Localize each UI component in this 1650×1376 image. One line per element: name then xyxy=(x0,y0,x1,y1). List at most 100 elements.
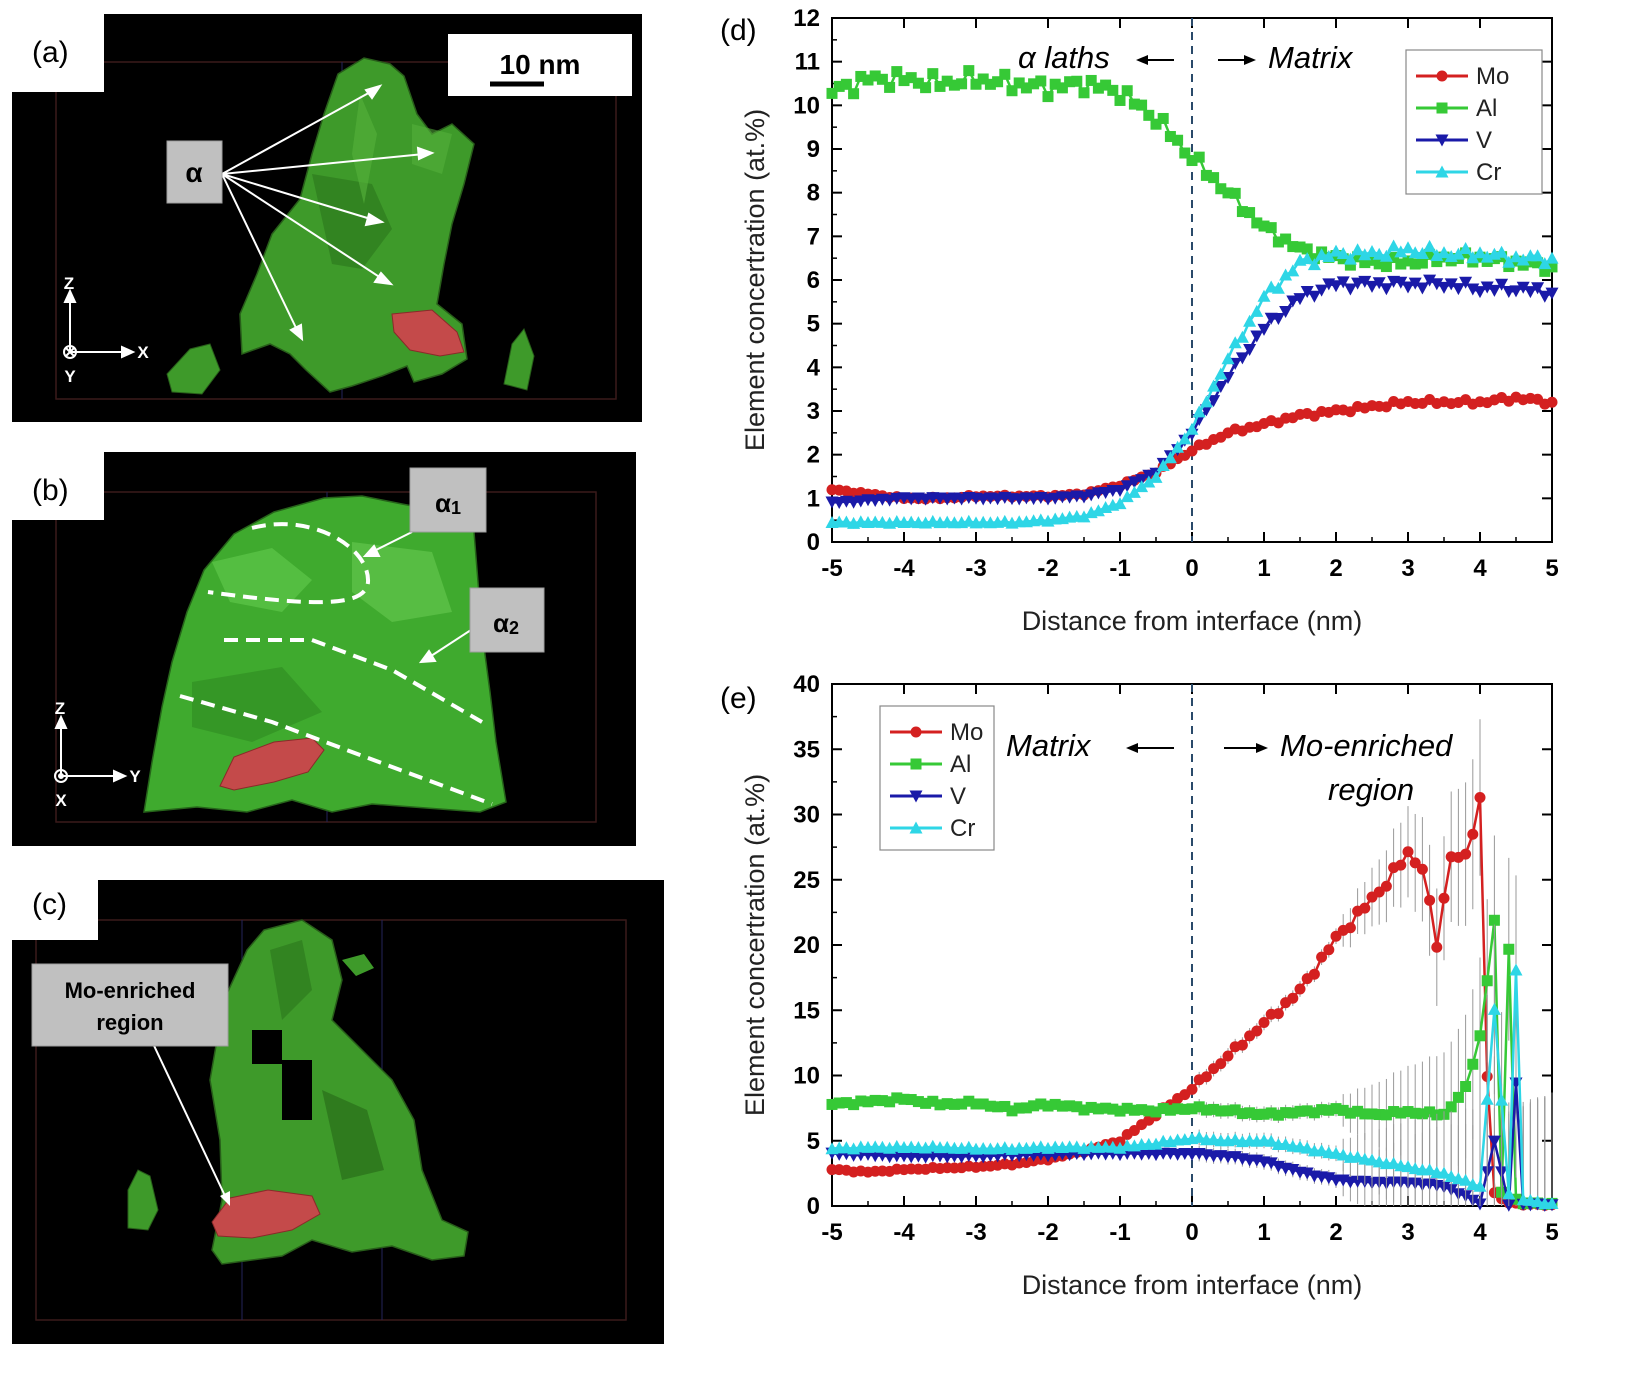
data-point-al xyxy=(1035,1098,1047,1110)
data-point-al xyxy=(1380,1109,1392,1121)
data-point-v xyxy=(1207,395,1221,408)
data-point-cr xyxy=(1207,379,1221,392)
data-point-mo xyxy=(1316,951,1328,963)
data-point-cr xyxy=(1178,432,1192,445)
x-tick-label: 1 xyxy=(1257,555,1270,582)
data-point-mo xyxy=(1416,863,1428,875)
x-tick-label: -3 xyxy=(965,1219,986,1246)
data-point-v xyxy=(1264,1157,1278,1170)
data-point-cr xyxy=(1142,475,1156,488)
data-point-cr xyxy=(1307,258,1321,271)
data-point-mo xyxy=(1186,1083,1198,1095)
data-point-cr xyxy=(1250,304,1264,317)
data-point-al xyxy=(1028,78,1040,90)
data-point-al xyxy=(1107,84,1119,96)
legend-box xyxy=(879,705,995,851)
axes-triad-b xyxy=(54,714,128,783)
data-point-v xyxy=(1336,276,1350,289)
data-point-al xyxy=(1215,183,1227,195)
data-point-v xyxy=(1538,290,1552,303)
data-point-al xyxy=(1251,1108,1263,1120)
data-point-al xyxy=(1013,1102,1025,1114)
axis-y-label-a: Y xyxy=(64,367,76,386)
data-point-mo xyxy=(1200,1071,1212,1083)
mo-region-a xyxy=(391,309,465,357)
data-point-al xyxy=(1157,112,1169,124)
data-point-v xyxy=(1113,485,1127,498)
data-point-cr xyxy=(1257,289,1271,302)
matrix-note-d: Matrix xyxy=(1268,40,1354,75)
data-point-al xyxy=(1107,1103,1119,1115)
data-point-al xyxy=(1150,1106,1162,1118)
data-point-mo xyxy=(1546,396,1558,408)
right-arrowhead-d xyxy=(1244,55,1256,65)
data-point-al xyxy=(848,1099,860,1111)
data-point-al xyxy=(1287,1107,1299,1119)
data-point-al xyxy=(848,88,860,100)
legend-label-v: V xyxy=(1476,127,1492,154)
data-point-cr xyxy=(1509,963,1523,976)
panel-b-image: α1 α2 Z Y X xyxy=(12,452,636,846)
data-point-al xyxy=(1258,220,1270,232)
data-point-cr xyxy=(1351,1150,1365,1163)
panel-c-image: Mo-enriched region xyxy=(12,880,664,1344)
data-point-al xyxy=(891,66,903,78)
x-tick-label: 0 xyxy=(1185,1219,1198,1246)
alpha2-callout: α2 xyxy=(493,608,519,638)
data-point-al xyxy=(956,78,968,90)
left-arrowhead-e xyxy=(1126,743,1138,753)
data-point-v xyxy=(1358,275,1372,288)
data-point-al xyxy=(1172,134,1184,146)
x-tick-label: 5 xyxy=(1545,555,1558,582)
data-point-cr xyxy=(1120,490,1134,503)
data-point-al xyxy=(1229,1104,1241,1116)
data-point-v xyxy=(1480,281,1494,294)
data-point-mo xyxy=(1380,880,1392,892)
data-point-v xyxy=(1487,284,1501,297)
data-point-cr xyxy=(1365,245,1379,258)
data-point-cr xyxy=(1329,244,1343,257)
alpha-b-arrows xyxy=(362,531,475,664)
x-tick-label: -1 xyxy=(1109,555,1130,582)
panel-e-label: (e) xyxy=(720,682,757,715)
data-point-mo xyxy=(1251,1025,1263,1037)
data-point-al xyxy=(963,1095,975,1107)
data-point-mo xyxy=(1460,848,1472,860)
data-point-al xyxy=(876,1095,888,1107)
data-point-al xyxy=(898,1093,910,1105)
x-tick-label: 2 xyxy=(1329,1219,1342,1246)
data-point-al xyxy=(1143,109,1155,121)
data-point-v xyxy=(1235,352,1249,365)
data-point-al xyxy=(1416,257,1428,269)
y-tick-label: 9 xyxy=(807,136,820,163)
data-point-al xyxy=(869,70,881,82)
data-point-al xyxy=(1071,75,1083,87)
y-tick-label: 7 xyxy=(807,223,820,250)
mo-region-b xyxy=(219,737,325,791)
data-point-cr xyxy=(1365,1153,1379,1166)
data-point-cr xyxy=(1343,252,1357,265)
data-point-al xyxy=(1020,82,1032,94)
data-point-al xyxy=(1208,172,1220,184)
data-point-cr xyxy=(1271,281,1285,294)
data-point-v xyxy=(1451,283,1465,296)
data-point-mo xyxy=(1431,941,1443,953)
x-tick-label: 4 xyxy=(1473,1219,1487,1246)
data-point-al xyxy=(1013,77,1025,89)
data-point-v xyxy=(1257,323,1271,336)
data-point-al xyxy=(1186,1103,1198,1115)
data-point-al xyxy=(1078,87,1090,99)
data-point-cr xyxy=(962,1140,976,1153)
legend-box xyxy=(1405,49,1543,195)
y-tick-label: 6 xyxy=(807,267,820,294)
data-point-al xyxy=(977,73,989,85)
data-point-mo xyxy=(1294,983,1306,995)
data-point-al xyxy=(927,1095,939,1107)
data-point-al xyxy=(1164,1104,1176,1116)
data-point-al xyxy=(1301,243,1313,255)
mo-enriched-note-line1: Mo-enriched xyxy=(1280,728,1454,763)
y-tick-label: 5 xyxy=(807,311,820,338)
data-point-cr xyxy=(1171,440,1185,453)
data-point-al xyxy=(1208,1103,1220,1115)
data-point-cr xyxy=(1387,239,1401,252)
